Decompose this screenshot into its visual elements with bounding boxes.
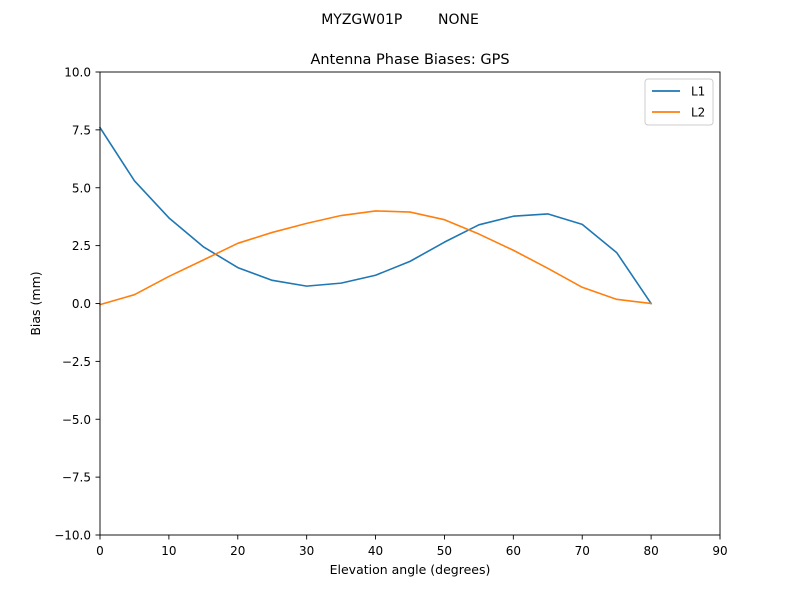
y-tick-label: −10.0 [54,529,91,543]
x-tick-label: 10 [161,544,176,558]
x-axis-label: Elevation angle (degrees) [330,562,491,577]
y-tick-label: −5.0 [62,413,91,427]
y-tick-label: 5.0 [72,181,91,195]
y-tick-label: 7.5 [72,123,91,137]
x-tick-label: 0 [96,544,104,558]
y-tick-label: −7.5 [62,471,91,485]
plot-area: 0 10 20 30 40 50 60 70 80 90 −10.0 −7.5 −5.0 −2.5 0.0 2… [54,66,727,559]
legend-label-l2: L2 [691,106,705,120]
figure-suptitle: MYZGW01P NONE [321,12,479,28]
x-tick-label: 80 [643,544,658,558]
x-tick-label: 30 [299,544,314,558]
y-tick-label: 2.5 [72,239,91,253]
chart-title: Antenna Phase Biases: GPS [310,52,509,68]
series-line-l2 [99,210,653,306]
y-tick-label: 0.0 [72,297,91,311]
x-tick-label: 60 [506,544,521,558]
y-tick-label: 10.0 [64,66,91,80]
series-line-l1 [98,126,653,305]
x-tick-label: 50 [437,544,452,558]
legend-label-l1: L1 [691,85,705,99]
y-axis-label: Bias (mm) [28,271,43,335]
x-tick-label: 40 [368,544,383,558]
legend: L1 L2 [644,78,714,126]
x-tick-label: 70 [575,544,590,558]
y-tick-label: −2.5 [62,355,91,369]
x-tick-label: 90 [712,544,727,558]
x-tick-label: 20 [230,544,245,558]
